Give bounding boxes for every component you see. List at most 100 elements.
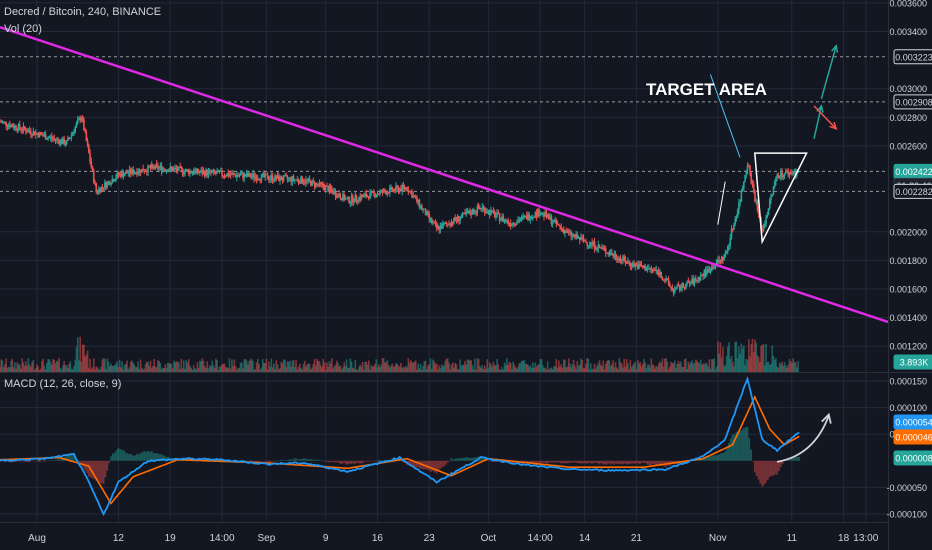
volume-bar	[413, 361, 416, 372]
candle-body	[159, 165, 162, 168]
volume-bar	[544, 367, 547, 372]
candle-body	[685, 283, 687, 289]
trendline[interactable]	[0, 25, 889, 324]
candle-body	[595, 248, 597, 250]
volume-bar	[280, 361, 283, 372]
candle-body	[122, 171, 125, 177]
horizontal-levels[interactable]	[0, 56, 888, 192]
candle-body	[465, 211, 468, 214]
candle-body	[292, 176, 295, 181]
macd-histogram-bar	[25, 460, 27, 462]
macd-histogram-bar	[350, 460, 353, 464]
candle-body	[730, 229, 733, 238]
volume-bar	[736, 358, 739, 372]
candle-body	[422, 209, 424, 211]
volume-bar	[497, 364, 500, 372]
volume-bar	[401, 368, 403, 372]
macd-histogram-bar	[337, 460, 340, 463]
macd-projection-arrow[interactable]	[776, 415, 830, 463]
candle-body	[284, 175, 286, 177]
volume-bar	[269, 366, 271, 372]
volume-bar	[710, 359, 713, 372]
volume-bar	[486, 359, 489, 372]
volume-bar	[690, 362, 692, 372]
macd-histogram-bar	[296, 459, 299, 461]
volume-bar	[380, 364, 382, 372]
volume-bar	[554, 365, 556, 372]
volume-bar	[538, 364, 540, 372]
volume-bar	[523, 360, 526, 372]
volume-bar	[54, 363, 57, 372]
candle-body	[30, 131, 32, 135]
macd-histogram-bar	[635, 460, 638, 464]
candle-body	[453, 217, 455, 224]
macd-histogram-bar	[576, 460, 579, 464]
macd-histogram-bar	[6, 460, 9, 462]
volume-bar	[129, 361, 132, 372]
candle-body	[395, 186, 397, 191]
volume-bar	[725, 356, 728, 372]
candle-body	[113, 180, 116, 182]
candle-body	[276, 175, 279, 179]
volume-bar	[432, 359, 434, 372]
macd-histogram-bar	[39, 460, 42, 462]
candle-body	[442, 223, 444, 229]
volume-bar	[338, 366, 341, 372]
time-tick-label: 14:00	[209, 533, 234, 544]
volume-bar	[170, 363, 173, 372]
volume-bar	[201, 358, 204, 372]
candle-body	[426, 211, 428, 216]
volume-bar	[555, 359, 558, 372]
candle-body	[238, 175, 241, 177]
candle-body	[218, 170, 221, 172]
volume-bar	[775, 358, 777, 372]
volume-bar	[598, 360, 601, 372]
macd-histogram-bar	[444, 460, 447, 465]
candle-body	[434, 222, 437, 225]
volume-bar	[587, 358, 590, 372]
candle-body	[112, 179, 115, 182]
volume-bar	[111, 365, 114, 372]
volume-bar	[20, 368, 22, 372]
candle-body	[564, 230, 566, 234]
volume-bar	[59, 367, 62, 372]
volume-bar	[250, 358, 253, 372]
target-pointer-line[interactable]	[717, 181, 726, 225]
candle-body	[242, 173, 244, 179]
macd-histogram-bar	[705, 457, 708, 461]
macd-line[interactable]	[0, 375, 800, 517]
volume-bar	[345, 359, 348, 372]
volume-bar	[548, 369, 550, 372]
drawings[interactable]	[0, 25, 889, 324]
triangle-pattern[interactable]	[753, 152, 808, 245]
candle-body	[280, 176, 283, 181]
candle-body	[252, 173, 254, 177]
macd-histogram-bar	[298, 459, 301, 461]
volume-bar	[665, 358, 667, 372]
macd-histogram-bar	[372, 460, 375, 462]
candle-body	[592, 241, 595, 245]
volume-bar	[115, 363, 117, 372]
macd-histogram-bar	[73, 452, 75, 461]
macd-lines[interactable]	[0, 375, 832, 517]
target-pointer-line[interactable]	[709, 74, 741, 158]
candle-body	[627, 261, 629, 264]
candle-body	[581, 237, 584, 239]
volume-bar	[504, 364, 507, 372]
macd-histogram-bar	[596, 460, 599, 464]
volume-bar	[701, 364, 703, 372]
volume-bar	[625, 358, 628, 372]
projection-arrow[interactable]	[813, 105, 837, 130]
candle-body	[255, 176, 258, 181]
volume-bar	[556, 367, 559, 372]
volume-bar	[543, 368, 545, 372]
macd-histogram-bar	[254, 460, 257, 462]
candle-body	[157, 165, 159, 169]
projection-arrow[interactable]	[820, 45, 837, 99]
macd-histogram-bar	[19, 460, 22, 462]
macd-histogram-bar	[313, 459, 316, 461]
signal-line[interactable]	[0, 394, 800, 505]
candle-body	[622, 256, 624, 261]
candle-body	[263, 173, 265, 177]
